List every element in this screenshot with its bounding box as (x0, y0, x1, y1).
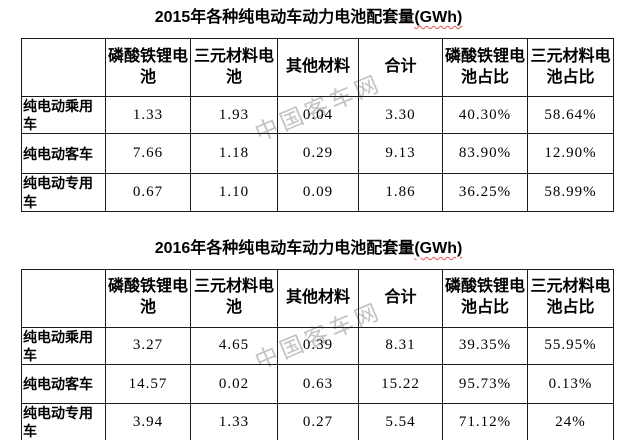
row-label-special: 纯电动专用车 (21, 403, 106, 440)
header-row: 磷酸铁锂电池 三元材料电池 其他材料 合计 磷酸铁锂电池占比 三元材料电池占比 (21, 268, 614, 328)
data-cell: 1.93 (190, 95, 278, 135)
table-row-bus: 纯电动客车 7.66 1.18 0.29 9.13 83.90% 12.90% (21, 133, 614, 175)
data-cell: 1.33 (105, 95, 191, 135)
data-cell: 36.25% (442, 173, 528, 212)
data-cell: 3.27 (105, 326, 191, 366)
data-cell: 9.13 (358, 133, 443, 175)
data-cell: 95.73% (442, 364, 528, 405)
title-unit-2016: (GWh) (414, 239, 463, 257)
table-title-2016: 2016年各种纯电动车动力电池配套量(GWh) (0, 238, 617, 260)
data-cell: 8.31 (358, 326, 443, 366)
data-cell: 39.35% (442, 326, 528, 366)
data-cell: 83.90% (442, 133, 528, 175)
row-label-special: 纯电动专用车 (21, 173, 106, 212)
data-cell: 7.66 (105, 133, 191, 175)
header-ternary-share: 三元材料电池占比 (527, 38, 614, 97)
header-lfp-share: 磷酸铁锂电池占比 (442, 38, 528, 97)
table-row-bus: 纯电动客车 14.57 0.02 0.63 15.22 95.73% 0.13% (21, 364, 614, 405)
table-row-special: 纯电动专用车 0.67 1.10 0.09 1.86 36.25% 58.99% (21, 173, 614, 212)
title-text-2015: 2015年各种纯电动车动力电池配套量 (154, 9, 415, 26)
table-row-special: 纯电动专用车 3.94 1.33 0.27 5.54 71.12% 24% (21, 403, 614, 440)
battery-table-2016: 磷酸铁锂电池 三元材料电池 其他材料 合计 磷酸铁锂电池占比 三元材料电池占比 … (21, 268, 614, 440)
header-lfp-battery: 磷酸铁锂电池 (105, 268, 191, 328)
data-cell: 0.39 (277, 326, 359, 366)
header-row: 磷酸铁锂电池 三元材料电池 其他材料 合计 磷酸铁锂电池占比 三元材料电池占比 (21, 38, 614, 97)
header-total: 合计 (358, 38, 443, 97)
data-cell: 0.09 (277, 173, 359, 212)
data-cell: 0.29 (277, 133, 359, 175)
header-ternary-battery: 三元材料电池 (190, 268, 278, 328)
data-cell: 40.30% (442, 95, 528, 135)
data-cell: 55.95% (527, 326, 614, 366)
row-label-passenger: 纯电动乘用车 (21, 326, 106, 366)
header-ternary-battery: 三元材料电池 (190, 38, 278, 97)
header-other-material: 其他材料 (277, 268, 359, 328)
row-label-bus: 纯电动客车 (21, 133, 106, 175)
data-cell: 71.12% (442, 403, 528, 440)
data-cell: 0.04 (277, 95, 359, 135)
data-cell: 1.33 (190, 403, 278, 440)
data-cell: 4.65 (190, 326, 278, 366)
data-cell: 14.57 (105, 364, 191, 405)
data-cell: 1.86 (358, 173, 443, 212)
header-total: 合计 (358, 268, 443, 328)
row-label-bus: 纯电动客车 (21, 364, 106, 405)
row-label-passenger: 纯电动乘用车 (21, 95, 106, 135)
data-cell: 0.02 (190, 364, 278, 405)
header-lfp-battery: 磷酸铁锂电池 (105, 38, 191, 97)
data-cell: 3.94 (105, 403, 191, 440)
table-row-passenger: 纯电动乘用车 1.33 1.93 0.04 3.30 40.30% 58.64% (21, 95, 614, 135)
data-cell: 12.90% (527, 133, 614, 175)
data-cell: 0.13% (527, 364, 614, 405)
data-cell: 58.64% (527, 95, 614, 135)
header-lfp-share: 磷酸铁锂电池占比 (442, 268, 528, 328)
battery-table-2015: 磷酸铁锂电池 三元材料电池 其他材料 合计 磷酸铁锂电池占比 三元材料电池占比 … (21, 38, 614, 212)
data-cell: 58.99% (527, 173, 614, 212)
header-ternary-share: 三元材料电池占比 (527, 268, 614, 328)
table-title-2015: 2015年各种纯电动车动力电池配套量(GWh) (0, 0, 617, 29)
data-cell: 15.22 (358, 364, 443, 405)
data-cell: 0.67 (105, 173, 191, 212)
title-text-2016: 2016年各种纯电动车动力电池配套量 (154, 239, 415, 257)
title-unit-2015: (GWh) (414, 9, 463, 26)
table-row-passenger: 纯电动乘用车 3.27 4.65 0.39 8.31 39.35% 55.95% (21, 326, 614, 366)
data-cell: 24% (527, 403, 614, 440)
data-cell: 0.27 (277, 403, 359, 440)
data-cell: 1.18 (190, 133, 278, 175)
data-cell: 0.63 (277, 364, 359, 405)
header-empty (21, 268, 106, 328)
table-section-2016: 2016年各种纯电动车动力电池配套量(GWh) 磷酸铁锂电池 三元材料电池 其他… (0, 238, 617, 440)
header-other-material: 其他材料 (277, 38, 359, 97)
data-cell: 5.54 (358, 403, 443, 440)
data-cell: 3.30 (358, 95, 443, 135)
table-section-2015: 2015年各种纯电动车动力电池配套量(GWh) 磷酸铁锂电池 三元材料电池 其他… (0, 0, 617, 212)
header-empty (21, 38, 106, 97)
data-cell: 1.10 (190, 173, 278, 212)
